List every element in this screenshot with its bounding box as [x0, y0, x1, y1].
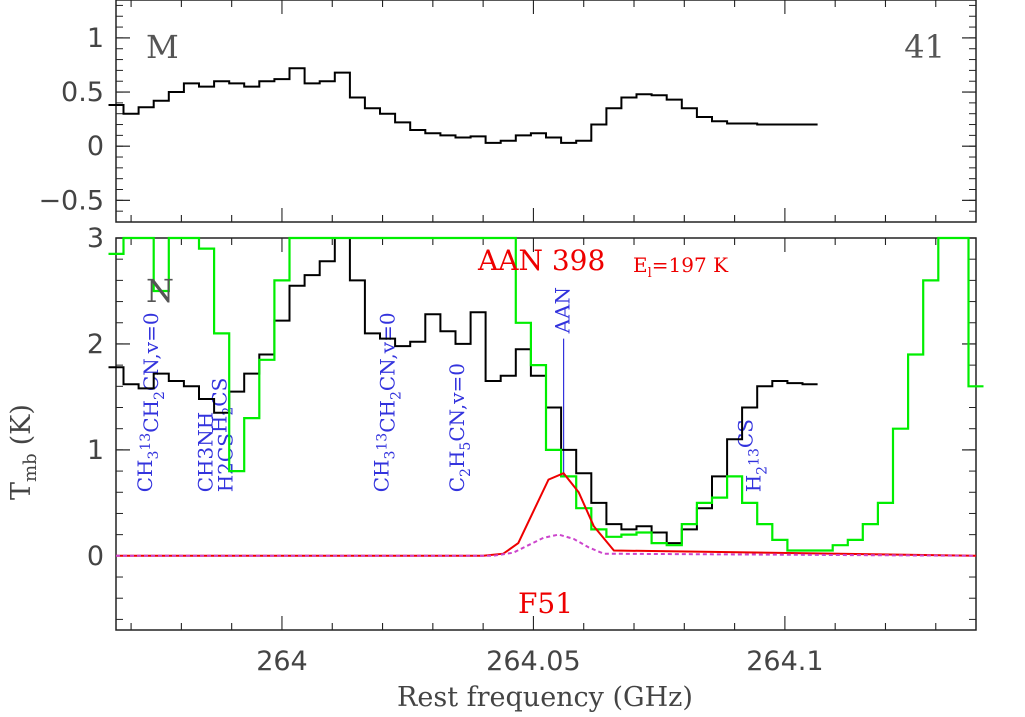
molecule-label-part: H [742, 475, 766, 492]
series-line-3 [116, 533, 977, 557]
y-tick-label: 0.5 [61, 77, 104, 108]
y-tick-label: 3 [87, 223, 104, 254]
x-tick-label: 264.1 [746, 646, 823, 677]
molecule-label-part: CH [376, 400, 400, 433]
molecule-label-part: H2CS [214, 433, 238, 492]
y-tick-label: 0 [87, 131, 104, 162]
molecule-label-part: CH [133, 460, 157, 493]
molecule-label-part: 2 [152, 391, 168, 400]
molecule-label-5: AAN [551, 287, 575, 334]
y-axis-title-sub: mb [20, 453, 41, 482]
molecule-label-part: CN,v=0 [445, 363, 469, 442]
top-panel-label: M [146, 28, 179, 66]
molecule-label-part: 2 [389, 391, 405, 400]
x-axis-title: Rest frequency (GHz) [397, 682, 693, 713]
top-panel-number: 41 [904, 28, 945, 66]
energy-label-main: E [633, 253, 648, 277]
molecule-label-0: CH313CH2CN,v=0 [133, 312, 168, 492]
molecule-label-2: H2CSH2CS [208, 378, 238, 493]
molecule-label-part: H [208, 416, 232, 433]
molecule-label-part: 13 [747, 448, 763, 466]
bottom-y-tick-labels: 3 2 1 0 [87, 223, 104, 572]
bottom-x-tick-labels: 264 264.05 264.1 [256, 646, 823, 677]
y-axis-title-main: T [6, 482, 37, 500]
top-y-tick-labels: 1 0.5 0 −0.5 [38, 23, 104, 216]
energy-label-value: =197 K [652, 253, 729, 277]
bottom-panel-frame [115, 237, 977, 631]
molecule-label-part: 3 [383, 451, 399, 460]
energy-label: El=197 K [633, 253, 729, 281]
bottom-panel-label: N [146, 272, 174, 310]
molecule-label-1: CH3NH [194, 412, 218, 492]
energy-label-sub: l [648, 266, 652, 281]
y-tick-label: 1 [87, 23, 104, 54]
y-tick-label: 1 [87, 435, 104, 466]
y-tick-label: −0.5 [38, 185, 104, 216]
molecule-label-4: C2H5CN,v=0 [445, 363, 474, 492]
molecule-label-part: CN,v=0 [139, 312, 163, 391]
molecule-label-3: CH313CH2CN,v=0 [370, 312, 405, 492]
molecule-label-part: CH [370, 460, 394, 493]
molecule-label-part: 2 [458, 468, 474, 477]
molecule-annotations: CH313CH2CN,v=0CH3NHH2CSH2CSCH313CH2CN,v=… [133, 287, 771, 492]
top-panel-frame [115, 0, 977, 223]
y-axis-title: Tmb (K) [6, 404, 41, 500]
molecule-label-part: CS [208, 378, 232, 407]
bottom-series-group [108, 236, 984, 557]
molecule-label-part: 2 [755, 466, 771, 475]
molecule-label-part: 13 [375, 433, 391, 451]
molecule-label-part: CH [139, 400, 163, 433]
x-tick-label: 264 [256, 646, 308, 677]
y-axis-title-unit: (K) [6, 404, 37, 445]
molecule-label-part: 5 [458, 442, 474, 451]
bottom-tick-marks [116, 237, 976, 630]
series-line-0 [108, 67, 818, 144]
molecule-label-part: CS [734, 419, 758, 448]
molecule-label-part: 13 [138, 433, 154, 451]
top-series-group [108, 67, 818, 144]
molecule-label-part: H [445, 451, 469, 468]
footer-label: F51 [518, 587, 573, 620]
bottom-panel-title: AAN 398 [477, 244, 605, 277]
molecule-label-6: H213CS [734, 419, 771, 492]
top-tick-marks [116, 0, 976, 222]
y-tick-label: 0 [87, 541, 104, 572]
top-panel: 1 0.5 0 −0.5 M 41 [38, 0, 977, 223]
y-tick-label: 2 [87, 329, 104, 360]
molecule-label-part: CN,v=0 [376, 312, 400, 391]
molecule-label-part: C [445, 477, 469, 492]
series-line-1 [108, 236, 984, 552]
molecule-label-part: 3 [146, 451, 162, 460]
x-tick-label: 264.05 [486, 646, 580, 677]
